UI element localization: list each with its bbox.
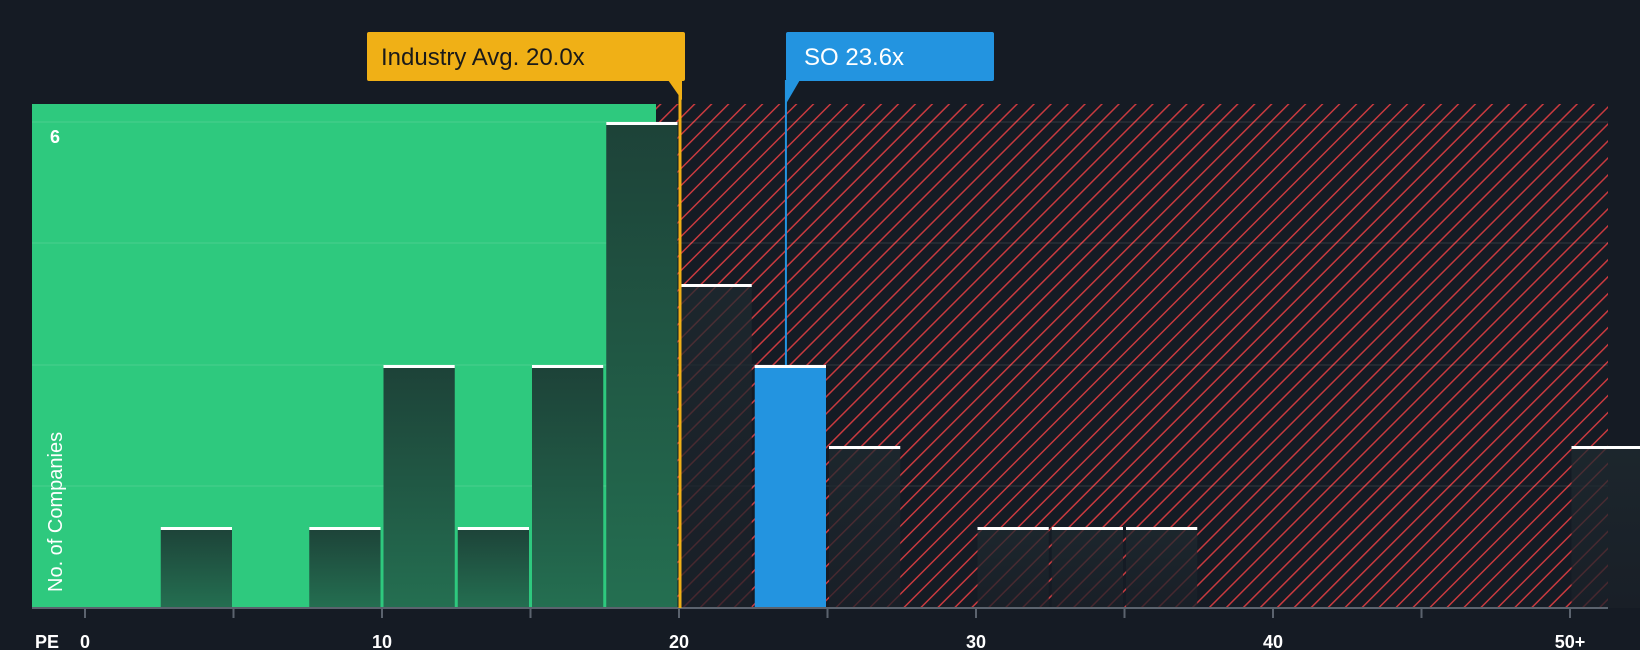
bar-12.5-15 [457,527,529,608]
company-callout [786,32,994,81]
x-axis-label: PE [35,632,59,650]
x-tick-label-40: 40 [1263,632,1283,650]
company-pointer [785,80,800,104]
bar-20-22.5 [680,284,752,608]
bar-2.5-5 [160,527,232,608]
industry-avg-label: Industry Avg. 20.0x [381,44,585,71]
x-tick-label-0: 0 [80,632,90,650]
industry-avg-callout [367,32,685,81]
bar-10-12.5 [383,365,455,608]
x-tick-label-50+: 50+ [1555,632,1586,650]
x-axis: 0 10 20 30 40 50+ [32,607,1608,650]
histogram-bars [160,122,1640,608]
bar-17.5-20 [606,122,678,608]
y-axis-label: No. of Companies [45,432,67,592]
industry-avg-pointer [668,80,682,100]
bar-22.5-25 [754,365,826,608]
markers: Industry Avg. 20.0x SO 23.6x [367,32,994,608]
x-tick-label-20: 20 [669,632,689,650]
x-tick-label-10: 10 [372,632,392,650]
bar-25-27.5 [829,446,901,608]
bar-50-52.5 [1571,446,1640,608]
y-max-label: 6 [50,127,60,147]
x-tick-label-30: 30 [966,632,986,650]
bar-15-17.5 [532,365,604,608]
bar-30-32.5 [977,527,1049,608]
bar-35-37.5 [1126,527,1198,608]
bar-7.5-10 [309,527,381,608]
bar-32.5-35 [1051,527,1123,608]
company-label: SO 23.6x [804,44,904,71]
